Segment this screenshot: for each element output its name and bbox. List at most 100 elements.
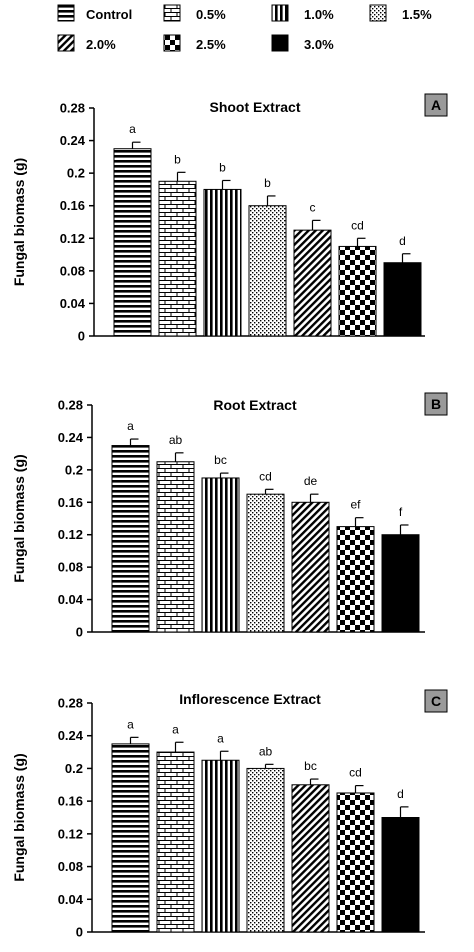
chart-title: Root Extract: [213, 397, 297, 413]
legend-item-2-0: 2.0%: [57, 34, 116, 52]
bar: [336, 792, 375, 933]
legend-label-1-0: 1.0%: [304, 7, 334, 22]
bar: [338, 245, 377, 337]
significance-letter: a: [127, 717, 134, 731]
chart-title: Inflorescence Extract: [179, 691, 321, 707]
y-tick-label: 0.08: [58, 560, 83, 575]
y-tick-label: 0.16: [58, 794, 83, 809]
bar: [383, 262, 422, 337]
y-tick-label: 0.16: [60, 198, 85, 213]
significance-letter: d: [399, 234, 406, 248]
legend-item-control: Control: [57, 4, 132, 22]
chart-panels: 0 0.04 0.08 0.12 0.16 0.2 0.24 0.28 Fungal bioma…: [11, 93, 448, 940]
legend-item-2-5: 2.5%: [163, 34, 226, 52]
legend-swatch-2-0: [57, 34, 75, 52]
bar: [246, 767, 285, 933]
legend-label-2-5: 2.5%: [196, 37, 226, 52]
panel-letter-box: [424, 689, 448, 713]
significance-letter: a: [217, 731, 224, 745]
significance-letter: d: [397, 787, 404, 801]
significance-letter: a: [172, 722, 179, 736]
bar: [381, 817, 420, 933]
significance-letter: f: [399, 505, 403, 519]
y-tick-label: 0.2: [65, 462, 83, 477]
legend-item-1-0: 1.0%: [271, 4, 334, 22]
legend-swatch-3-0: [271, 34, 289, 52]
y-tick-label: 0: [78, 329, 85, 344]
legend-label-2-0: 2.0%: [86, 37, 116, 52]
legend-item-0-5: 0.5%: [163, 4, 226, 22]
y-tick-label: 0.08: [58, 859, 83, 874]
bar: [336, 526, 375, 633]
panel-letter: A: [431, 97, 441, 113]
y-tick-label: 0.04: [58, 892, 84, 907]
significance-letter: a: [127, 419, 134, 433]
legend-label-3-0: 3.0%: [304, 37, 334, 52]
bar: [246, 493, 285, 633]
y-tick-label: 0.04: [60, 296, 86, 311]
y-tick-label: 0.24: [60, 133, 86, 148]
significance-letter: de: [304, 474, 318, 488]
legend-label-1-5: 1.5%: [402, 7, 432, 22]
significance-letter: cd: [259, 469, 272, 483]
legend-swatch-control: [57, 4, 75, 22]
bar: [201, 477, 240, 633]
y-tick-label: 0.24: [58, 728, 84, 743]
y-tick-label: 0.2: [65, 761, 83, 776]
bar: [158, 180, 197, 337]
legend-item-3-0: 3.0%: [271, 34, 334, 52]
y-tick-label: 0: [76, 925, 83, 940]
panel-letter: B: [431, 396, 441, 412]
bar: [248, 205, 287, 337]
significance-letter: bc: [304, 759, 317, 773]
y-axis-label: Fungal biomass (g): [11, 158, 27, 286]
y-tick-label: 0.28: [60, 101, 85, 116]
chart-title: Shoot Extract: [209, 99, 300, 115]
significance-letter: ab: [259, 744, 273, 758]
bar: [201, 759, 240, 933]
y-tick-label: 0.12: [58, 826, 83, 841]
y-tick-label: 0.28: [58, 398, 83, 413]
y-tick-label: 0.16: [58, 495, 83, 510]
significance-letter: ef: [350, 498, 361, 512]
chart-panel-c: 0 0.04 0.08 0.12 0.16 0.2 0.24 0.28 Fungal bioma…: [11, 689, 448, 940]
y-tick-label: 0.12: [58, 527, 83, 542]
significance-letter: b: [219, 160, 226, 174]
significance-letter: b: [174, 152, 181, 166]
legend-swatch-1-5: [369, 4, 387, 22]
y-axis-label: Fungal biomass (g): [11, 753, 27, 881]
chart-panel-a: 0 0.04 0.08 0.12 0.16 0.2 0.24 0.28 Fungal bioma…: [11, 93, 448, 344]
panel-letter-box: [424, 392, 448, 416]
y-tick-label: 0.04: [58, 592, 84, 607]
y-tick-label: 0.08: [60, 263, 85, 278]
significance-letter: ab: [169, 433, 183, 447]
bar: [156, 751, 195, 933]
bar: [381, 534, 420, 633]
chart-panel-b: 0 0.04 0.08 0.12 0.16 0.2 0.24 0.28 Fungal bioma…: [11, 392, 448, 640]
bar: [291, 784, 330, 933]
legend-label-control: Control: [86, 7, 132, 22]
legend-swatch-1-0: [271, 4, 289, 22]
bar: [111, 445, 150, 633]
legend-swatch-0-5: [163, 4, 181, 22]
bar: [293, 229, 332, 337]
bar: [291, 501, 330, 633]
significance-letter: a: [129, 122, 136, 136]
bar: [113, 148, 152, 337]
bar: [111, 743, 150, 933]
significance-letter: cd: [349, 766, 362, 780]
panel-letter: C: [431, 693, 441, 709]
y-tick-label: 0.28: [58, 696, 83, 711]
legend: Control 0.5% 1.0% 1.5% 2.0% 2.5% 3.0%: [57, 4, 432, 52]
significance-letter: bc: [214, 453, 227, 467]
y-tick-label: 0: [76, 625, 83, 640]
panel-letter-box: [424, 93, 448, 117]
legend-item-1-5: 1.5%: [369, 4, 432, 22]
significance-letter: cd: [351, 218, 364, 232]
y-axis-label: Fungal biomass (g): [11, 454, 27, 582]
y-tick-label: 0.2: [67, 166, 85, 181]
y-tick-label: 0.12: [60, 231, 85, 246]
legend-swatch-2-5: [163, 34, 181, 52]
legend-label-0-5: 0.5%: [196, 7, 226, 22]
